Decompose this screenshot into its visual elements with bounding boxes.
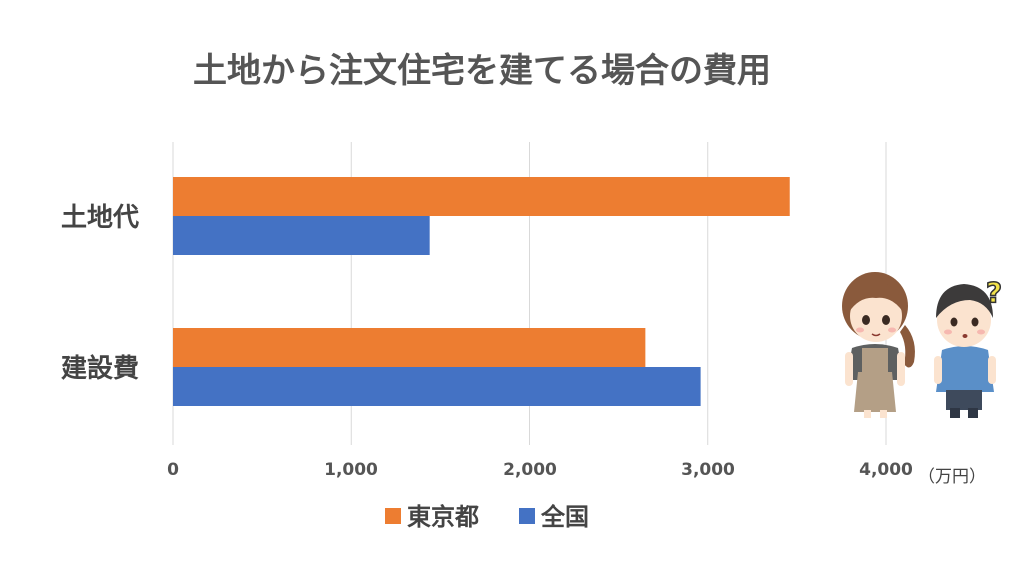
category-label-construction: 建設費 (61, 353, 139, 384)
legend-label-tokyo: 東京都 (407, 503, 479, 531)
question-mark-glyph: ? (986, 276, 1002, 309)
chart-title: 土地から注文住宅を建てる場合の費用 (193, 51, 771, 91)
legend-label-national: 全国 (540, 503, 589, 531)
bar-construction-national (173, 367, 701, 406)
legend-swatch-tokyo (385, 508, 401, 524)
tick-label-4000: 4,000 (859, 460, 913, 480)
legend-swatch-national (519, 508, 535, 524)
question-mark-icon: ? (985, 275, 1003, 310)
bar-land-national (173, 216, 430, 255)
woman-character-icon (842, 272, 915, 418)
category-label-land: 土地代 (61, 203, 139, 233)
confused-boy-character-icon (934, 284, 996, 418)
bar-land-tokyo (173, 177, 790, 216)
bars (173, 177, 790, 406)
tick-label-0: 0 (167, 460, 179, 480)
tick-label-3000: 3,000 (681, 460, 735, 480)
bar-construction-tokyo (173, 328, 646, 367)
tick-label-1000: 1,000 (324, 460, 378, 480)
tick-label-2000: 2,000 (503, 460, 557, 480)
unit-label: （万円） (918, 467, 986, 487)
